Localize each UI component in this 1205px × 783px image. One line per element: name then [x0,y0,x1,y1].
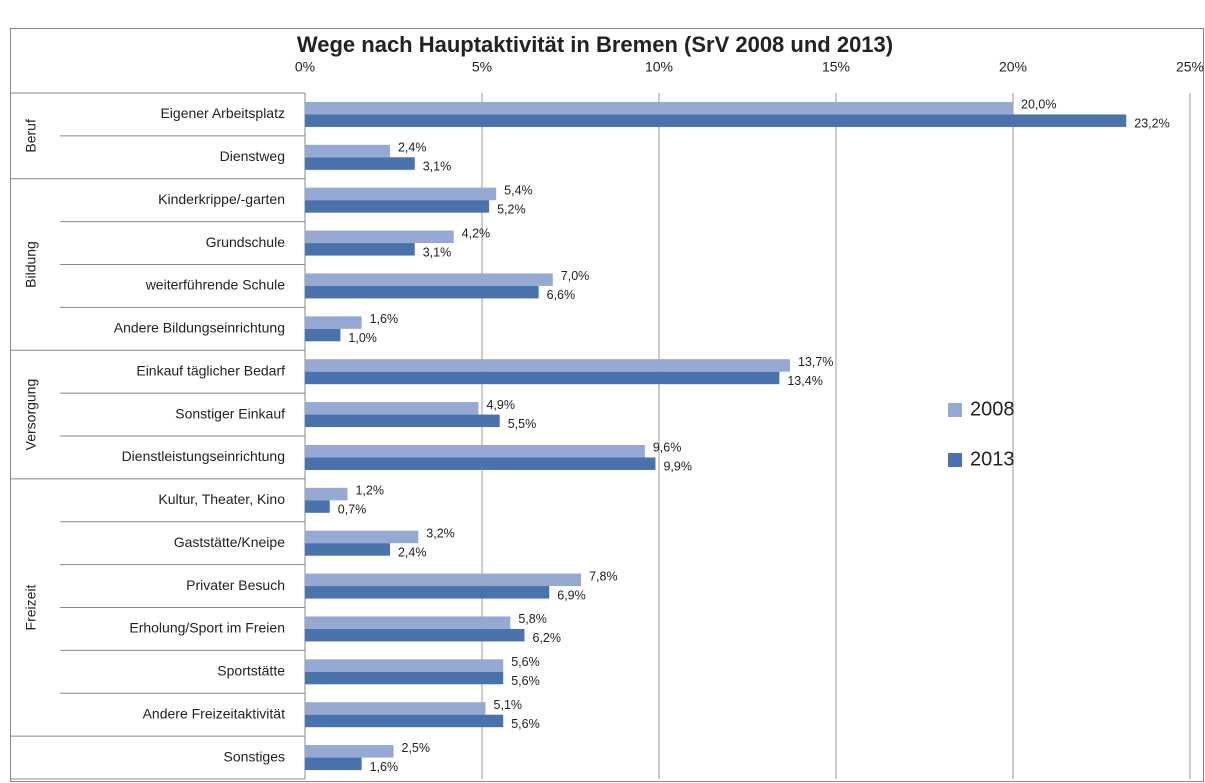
bar [305,230,454,244]
y-tick-label: Dienstweg [220,148,285,164]
legend-swatch [948,403,962,417]
bar [305,573,582,587]
group-label: Bildung [23,241,39,288]
value-label: 1,2% [355,484,384,498]
value-label: 1,0% [348,331,377,345]
chart-title: Wege nach Hauptaktivität in Bremen (SrV … [297,32,893,57]
value-label: 20,0% [1021,98,1056,112]
legend-label: 2008 [970,398,1015,420]
group-label: Freizeit [23,584,39,630]
value-label: 5,6% [511,717,540,731]
value-label: 13,7% [798,355,833,369]
legend-label: 2013 [970,448,1015,470]
value-label: 7,0% [561,269,590,283]
bar [305,371,780,385]
value-label: 13,4% [787,374,822,388]
bar [305,157,415,170]
value-label: 0,7% [338,503,367,517]
bar [305,616,511,629]
y-tick-label: Einkauf täglicher Bedarf [136,362,285,378]
value-label: 9,6% [653,441,682,455]
bar [305,414,500,428]
bar [305,586,550,599]
bar [305,530,419,544]
bar [305,757,362,771]
bar [305,402,479,415]
value-label: 3,1% [423,245,452,259]
bar [305,144,390,158]
bar [305,101,1013,115]
bar [305,457,656,470]
bar [305,114,1127,127]
value-label: 5,6% [511,655,540,669]
bar [305,543,390,556]
value-label: 5,4% [504,183,533,197]
x-tick-label: 20% [999,59,1027,75]
bar [305,702,486,715]
value-label: 5,2% [497,202,525,216]
value-label: 6,6% [547,288,576,302]
y-tick-label: Andere Bildungseinrichtung [114,320,285,336]
bar [305,243,415,256]
bar [305,714,504,728]
x-tick-label: 25% [1176,59,1204,75]
value-label: 6,9% [557,588,586,602]
value-label: 2,5% [402,741,431,755]
chart-frame [10,28,1204,782]
value-label: 9,9% [663,460,692,474]
bar [305,628,525,642]
bar [305,359,790,372]
bar [305,316,362,329]
value-label: 7,8% [589,569,618,583]
value-label: 1,6% [370,760,399,774]
y-tick-label: Grundschule [206,234,286,250]
value-label: 3,1% [423,160,452,174]
bar [305,187,497,201]
group-label: Versorgung [23,379,39,451]
value-label: 2,4% [398,545,427,559]
bar [305,671,504,685]
bar [305,500,330,513]
value-label: 4,9% [486,398,514,412]
value-label: 23,2% [1134,117,1169,131]
y-tick-label: Kinderkrippe/-garten [158,191,285,207]
bar [305,285,539,299]
bar [305,328,341,342]
value-label: 5,1% [494,698,523,712]
y-tick-label: Sportstätte [217,663,285,679]
y-tick-label: Sonstiges [224,748,285,764]
value-label: 5,6% [511,674,540,688]
bar [305,487,348,501]
y-tick-label: Privater Besuch [186,577,285,593]
value-label: 1,6% [370,312,399,326]
value-label: 2,4% [398,141,427,155]
x-tick-label: 10% [645,59,673,75]
group-label: Beruf [23,119,39,153]
y-tick-label: Andere Freizeitaktivität [143,705,286,721]
bar [305,444,645,458]
bar [305,200,490,213]
value-label: 6,2% [532,631,561,645]
bar [305,659,504,672]
value-label: 3,2% [426,526,455,540]
bar [305,273,553,286]
y-tick-label: Sonstiger Einkauf [175,405,285,421]
y-tick-label: Kultur, Theater, Kino [158,491,285,507]
x-tick-label: 15% [822,59,850,75]
y-tick-label: Eigener Arbeitsplatz [160,105,285,121]
x-tick-label: 0% [295,59,315,75]
y-tick-label: Erholung/Sport im Freien [129,620,285,636]
y-tick-label: Dienstleistungseinrichtung [122,448,285,464]
x-tick-label: 5% [472,59,492,75]
legend-swatch [948,453,962,467]
value-label: 5,5% [508,417,537,431]
value-label: 4,2% [462,226,491,240]
value-label: 5,8% [518,612,547,626]
y-tick-label: weiterführende Schule [145,277,286,293]
bar [305,745,394,758]
y-tick-label: Gaststätte/Kneipe [174,534,286,550]
